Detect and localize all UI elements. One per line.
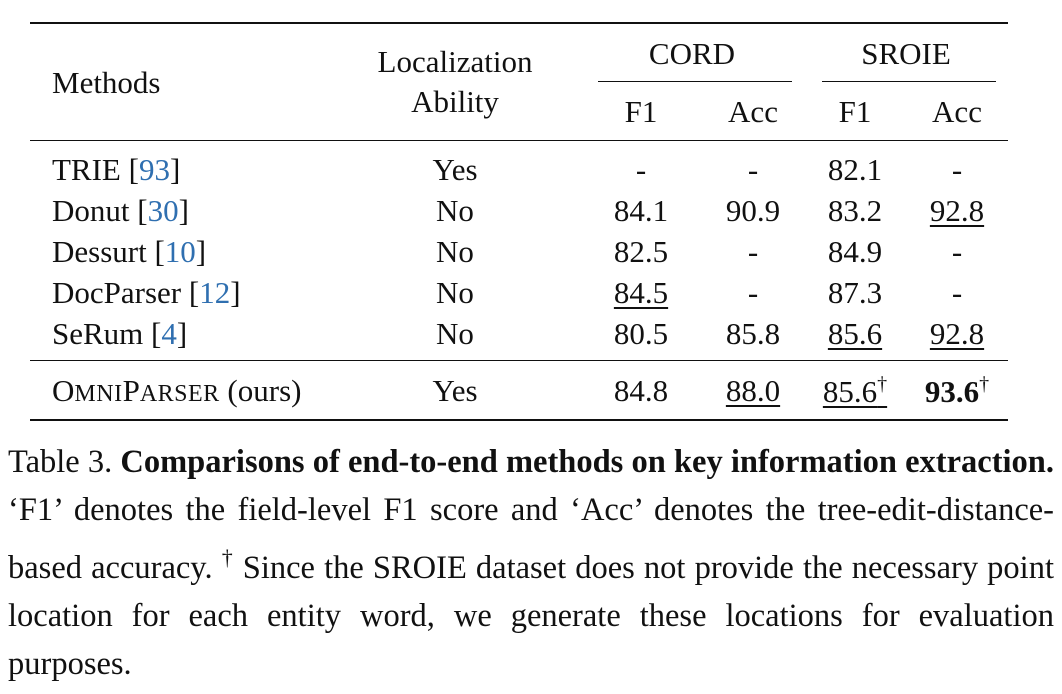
header-cord-f1: F1 [624,93,658,129]
sroie-acc-cell-best: 93.6† [906,361,1008,421]
caption-text-2: Since the SROIE dataset does not provide… [8,550,1054,682]
table-row-ours: OMNIPARSER (ours) Yes 84.8 88.0 85.6† 93… [30,360,1008,421]
cord-acc-cell: - [747,275,759,310]
sroie-acc-cell: - [951,234,963,269]
cord-acc-cell: 88.0 [702,361,804,421]
ours-suffix: (ours) [227,372,302,408]
method-name-ours: OMNIPARSER (ours) [30,361,330,421]
method-label: Donut [52,193,130,228]
second-best-value: 92.8 [929,316,985,351]
dagger-mark: † [877,372,888,395]
localization-cell: Yes [432,372,478,408]
header-localization-ability: Localization Ability [330,23,580,141]
table-row: Donut [30] No 84.1 90.9 83.2 92.8 [30,190,1008,231]
cord-acc-cell: - [747,152,759,187]
caption-label: Table 3. [8,444,113,480]
table-row: SeRum [4] No 80.5 85.8 85.6 92.8 [30,313,1008,361]
table-row: DocParser [12] No 84.5 - 87.3 - [30,272,1008,313]
second-best-value: 88.0 [725,372,781,408]
cord-f1-cell: 84.1 [613,193,669,228]
localization-cell: No [436,193,474,228]
method-label: DocParser [52,275,182,310]
header-sroie-acc: Acc [932,93,982,129]
results-table: Methods Localization Ability CORD SROIE … [30,22,1008,421]
header-cord: CORD [580,23,804,82]
header-localization-line2: Ability [411,84,499,119]
localization-cell: No [436,316,474,351]
method-name: SeRum [4] [52,316,188,351]
ours-name-arser: ARSER [139,380,220,407]
sroie-f1-cell: 83.2 [827,193,883,228]
sroie-acc-cell: - [951,152,963,187]
second-best-value: 85.6† [823,374,887,409]
table-caption: Table 3. Comparisons of end-to-end metho… [8,438,1054,688]
method-name: Dessurt [10] [52,234,207,269]
header-cord-label: CORD [648,35,736,71]
second-best-value: 84.5 [613,275,669,310]
header-row-2: F1 Acc F1 Acc [30,82,1008,141]
cord-acc-cell: 85.8 [725,316,781,351]
method-label: TRIE [52,152,121,187]
caption-dagger: † [221,545,234,570]
sroie-group-rule [822,81,996,82]
sroie-acc-cell: 92.8 [906,190,1008,231]
localization-cell: Yes [432,152,478,187]
citation-link[interactable]: 12 [199,275,231,310]
sroie-acc-cell: - [951,275,963,310]
citation-link[interactable]: 93 [138,152,170,187]
cord-group-rule [598,81,792,82]
cord-acc-cell-best: 90.9 [725,193,781,228]
sroie-f1-cell: 82.1 [827,152,883,187]
table-row: Dessurt [10] No 82.5 - 84.9 - [30,231,1008,272]
header-row-1: Methods Localization Ability CORD SROIE [30,23,1008,119]
sroie-f1-cell: 84.9 [827,234,883,269]
header-cord-acc: Acc [728,93,778,129]
caption-title: Comparisons of end-to-end methods on key… [120,444,1054,480]
ours-name-p: P [122,372,140,408]
sroie-acc-value: 93.6 [924,373,980,409]
ours-name-mni: MNI [74,380,123,407]
localization-cell: No [436,234,474,269]
cord-acc-cell: - [747,234,759,269]
cord-f1-cell: - [635,152,647,187]
header-methods: Methods [52,64,161,100]
sroie-f1-cell: 85.6† [804,361,906,421]
localization-cell: No [436,275,474,310]
citation-link[interactable]: 10 [164,234,196,269]
method-label: SeRum [52,316,144,351]
dagger-mark: † [979,372,990,395]
sroie-acc-cell: 92.8 [906,313,1008,361]
header-sroie: SROIE [804,23,1008,82]
sroie-f1-cell: 85.6 [804,313,906,361]
cord-f1-cell: 84.5 [580,272,702,313]
table-row: TRIE [93] Yes - - 82.1 - [30,140,1008,191]
caption-text-1: ‘F1’ denotes the field-level F1 score an… [8,492,1054,586]
ours-name-o: O [52,372,75,408]
method-label: Dessurt [52,234,147,269]
cord-f1-cell: 80.5 [613,316,669,351]
header-sroie-label: SROIE [861,35,951,71]
method-name: DocParser [12] [52,275,241,310]
citation-link[interactable]: 30 [147,193,179,228]
citation-link[interactable]: 4 [161,316,177,351]
header-localization-line1: Localization [377,44,533,79]
cord-f1-cell-best: 84.8 [613,372,669,408]
header-sroie-f1: F1 [838,93,872,129]
second-best-value: 92.8 [929,193,985,228]
second-best-value: 85.6 [827,316,883,351]
cord-f1-cell: 82.5 [613,234,669,269]
sroie-f1-value: 85.6 [822,373,878,409]
method-name: Donut [30] [52,193,189,228]
sroie-f1-cell-best: 87.3 [827,275,883,310]
method-name: TRIE [93] [52,152,181,187]
